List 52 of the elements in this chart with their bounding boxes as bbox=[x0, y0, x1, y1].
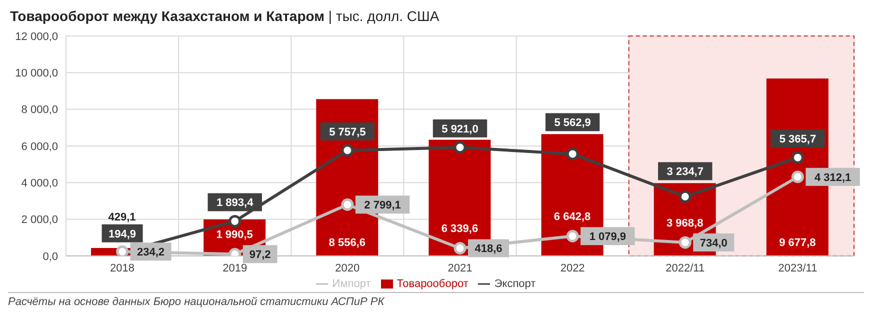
x-tick-label: 2021 bbox=[448, 262, 472, 275]
data-label: 5 757,5 bbox=[329, 126, 366, 138]
text: Расчёты на основе данных Бюро национальной статистики АСПиР РК bbox=[8, 296, 386, 308]
data-label: 5 562,9 bbox=[554, 117, 591, 130]
chart-subtitle: | тыс. долл. США bbox=[327, 8, 440, 24]
point bbox=[791, 170, 804, 184]
data-label: 8 556,6 bbox=[328, 236, 366, 249]
x-tick-label: 2018 bbox=[110, 262, 135, 275]
data-label: 2 799,1 bbox=[364, 200, 401, 212]
data-label: 97,2 bbox=[249, 249, 271, 262]
x-tick-label: 2022/11 bbox=[666, 262, 705, 275]
point bbox=[566, 148, 579, 160]
point bbox=[341, 198, 354, 211]
point bbox=[566, 230, 579, 242]
x-tick-label: 2020 bbox=[335, 262, 360, 275]
point bbox=[678, 190, 692, 203]
data-label: 734,0 bbox=[700, 237, 728, 250]
y-tick-label: 10 000,0 bbox=[15, 68, 58, 80]
data-label: 5 921,0 bbox=[442, 123, 478, 136]
data-label: 5 365,7 bbox=[779, 134, 816, 146]
data-label: 418,6 bbox=[474, 243, 502, 256]
y-tick-label: 4 000,0 bbox=[21, 178, 58, 190]
x-tick-label: 2022 bbox=[560, 262, 585, 275]
point bbox=[454, 141, 466, 154]
y-tick-label: 12 000,0 bbox=[15, 30, 58, 43]
data-label: 9 677,8 bbox=[779, 236, 816, 249]
point bbox=[454, 242, 466, 254]
data-label: 1 990,5 bbox=[216, 229, 253, 242]
point bbox=[791, 151, 804, 164]
data-label: 4 312,1 bbox=[814, 172, 852, 184]
point bbox=[341, 144, 354, 157]
y-tick-label: 0,0 bbox=[42, 250, 58, 263]
legend-label: Товарооборот bbox=[396, 278, 468, 290]
chart-title: Товарооборот между Казахстаном и Катаром bbox=[10, 8, 324, 24]
data-label: 3 968,8 bbox=[666, 217, 704, 230]
data-label: 6 642,8 bbox=[554, 211, 591, 224]
x-tick-label: 2023/11 bbox=[778, 262, 818, 275]
data-label: 194,9 bbox=[108, 228, 136, 240]
y-tick-label: 6 000,0 bbox=[21, 140, 58, 153]
data-label: 234,2 bbox=[137, 246, 165, 259]
data-label: 1 893,4 bbox=[216, 197, 254, 210]
data-label: 429,1 bbox=[108, 211, 136, 224]
data-label: 3 234,7 bbox=[666, 166, 704, 178]
legend-label: Экспорт bbox=[494, 278, 536, 290]
x-tick-label: 2019 bbox=[222, 262, 248, 275]
data-label: 6 339,6 bbox=[441, 223, 478, 236]
data-label: 1 079,9 bbox=[589, 231, 626, 244]
y-tick-label: 8 000,0 bbox=[21, 104, 58, 116]
point bbox=[228, 214, 242, 228]
point bbox=[678, 236, 692, 249]
y-tick-label: 2 000,0 bbox=[21, 214, 58, 226]
legend-label: Импорт bbox=[332, 278, 371, 290]
